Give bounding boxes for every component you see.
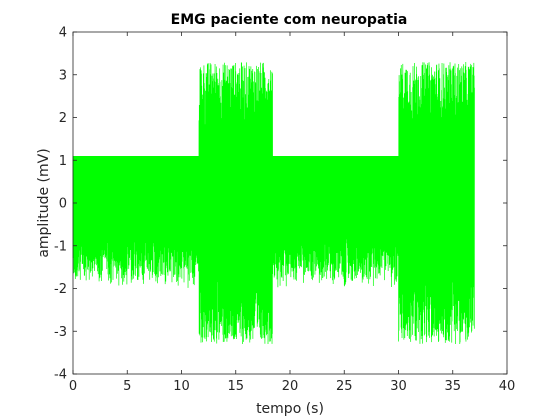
y-tick-label: -2	[54, 282, 67, 297]
ticks-layer: 0 5 10 15 20 25 30 35 40 -4 -3 -2 -1 0 1 2 3 4	[54, 26, 515, 395]
y-tick-label: -1	[54, 239, 67, 254]
x-tick-label: 30	[390, 379, 407, 394]
y-tick-label: -3	[54, 325, 67, 340]
y-tick-label: 4	[59, 26, 67, 41]
x-axis-label: tempo (s)	[256, 401, 324, 417]
y-axis-label: amplitude (mV)	[36, 148, 52, 257]
x-tick-label: 0	[69, 379, 77, 394]
y-tick-label: 0	[59, 197, 67, 212]
y-tick-label: 2	[59, 111, 67, 126]
y-tick-label: -4	[54, 368, 67, 383]
emg-signal-line	[72, 61, 475, 345]
x-tick-label: 35	[444, 379, 461, 394]
signal-layer	[72, 61, 475, 345]
y-tick-label: 3	[59, 68, 67, 83]
chart-title: EMG paciente com neuropatia	[171, 12, 408, 28]
x-tick-label: 25	[336, 379, 353, 394]
x-tick-label: 15	[227, 379, 244, 394]
x-tick-label: 40	[499, 379, 516, 394]
x-tick-label: 20	[282, 379, 299, 394]
y-tick-label: 1	[59, 154, 67, 169]
x-tick-label: 10	[173, 379, 190, 394]
x-tick-label: 5	[123, 379, 131, 394]
